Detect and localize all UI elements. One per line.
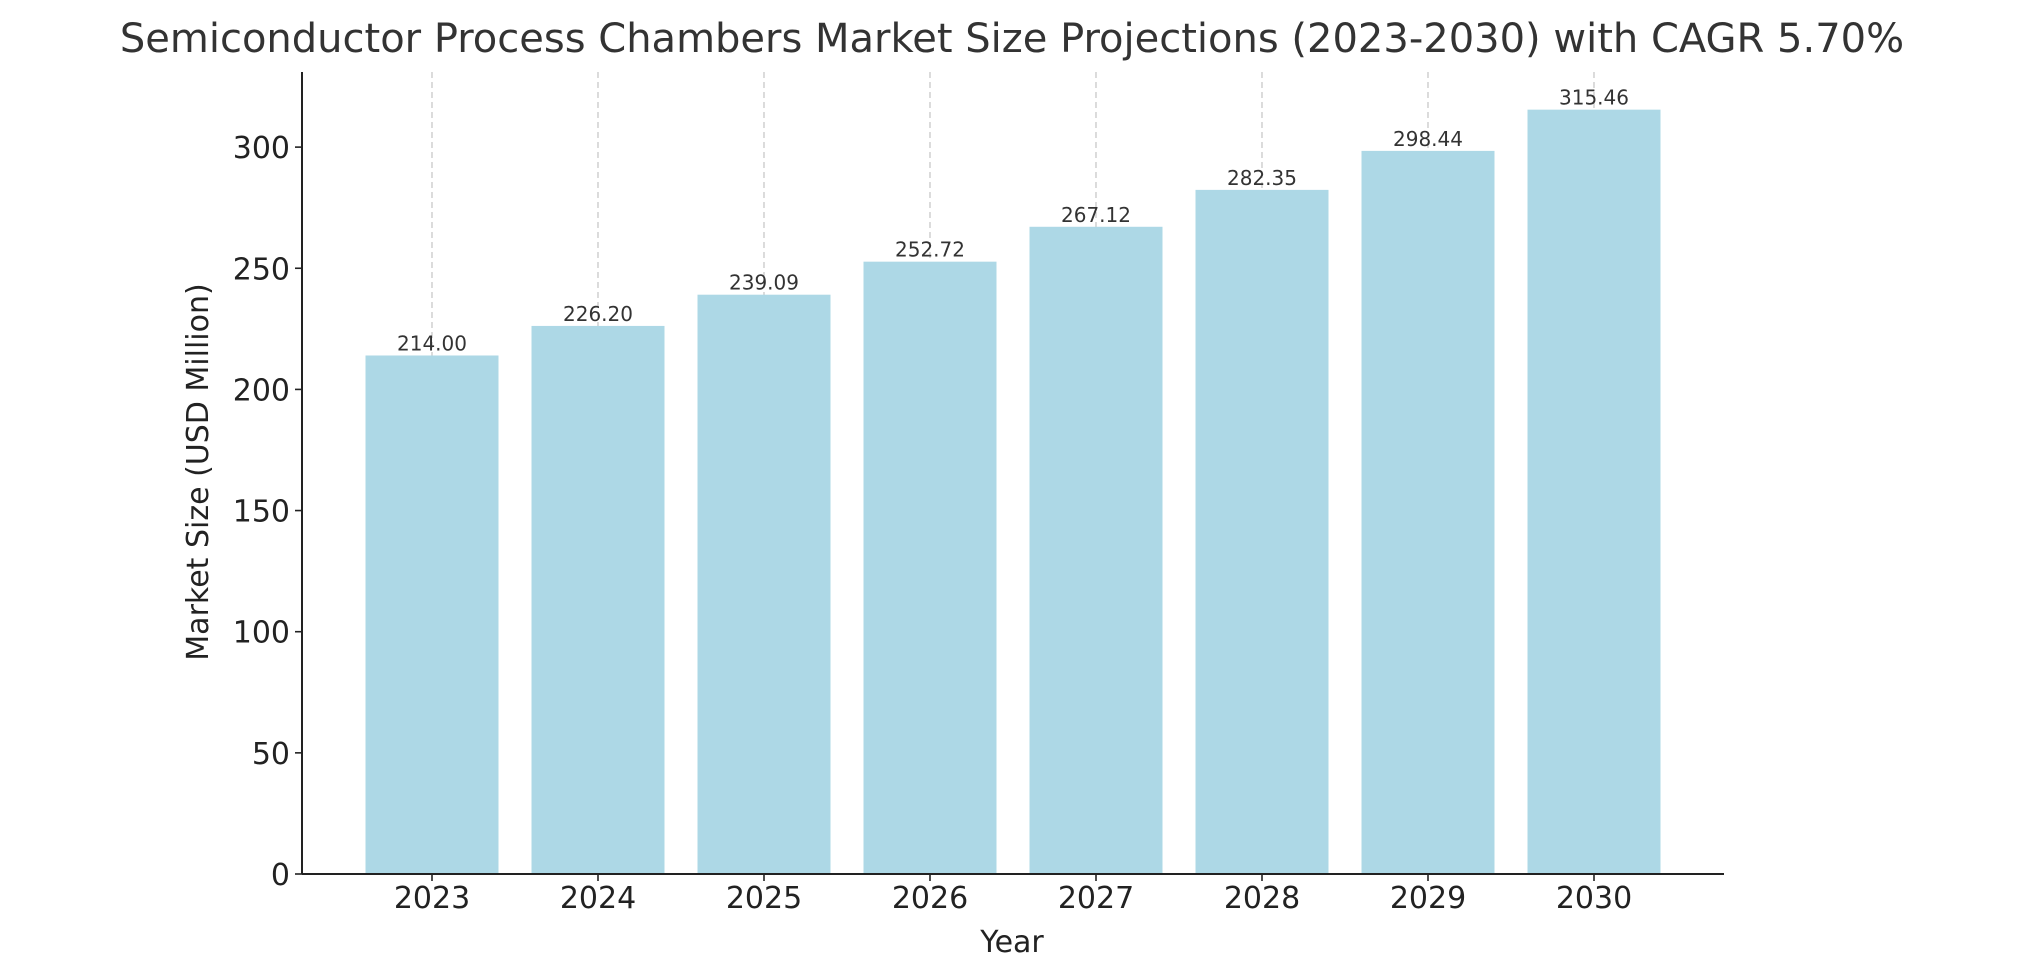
- y-tick-label-50: 50: [252, 737, 290, 772]
- bars: [365, 109, 1661, 874]
- data-label-2027: 267.12: [1061, 203, 1131, 227]
- y-tick-label-250: 250: [233, 252, 290, 287]
- data-label-2025: 239.09: [729, 271, 799, 295]
- data-label-2028: 282.35: [1227, 166, 1297, 190]
- data-label-2026: 252.72: [895, 238, 965, 262]
- bar-2026: [863, 261, 997, 874]
- data-label-2023: 214.00: [397, 331, 467, 355]
- bar-2023: [365, 355, 499, 874]
- bar-2029: [1361, 150, 1495, 874]
- bar-2024: [531, 325, 665, 874]
- x-tick-label-2029: 2029: [1390, 881, 1466, 916]
- data-label-2030: 315.46: [1559, 86, 1629, 110]
- axes: 2023 2024 2025 2026 2027 2028 2029 2030 0 50 100 15…: [233, 72, 1724, 916]
- y-axis-label: Market Size (USD Million): [181, 283, 216, 660]
- y-tick-label-100: 100: [233, 616, 290, 651]
- y-tick-label-150: 150: [233, 495, 290, 530]
- data-labels: 214.00 226.20 239.09 252.72 267.12 282.35 298.…: [397, 86, 1629, 356]
- y-tick-label-0: 0: [271, 858, 290, 893]
- data-label-2024: 226.20: [563, 302, 633, 326]
- x-axis-label: Year: [979, 925, 1044, 960]
- bar-2027: [1029, 226, 1163, 874]
- x-tick-label-2026: 2026: [892, 881, 968, 916]
- bar-2028: [1195, 189, 1329, 874]
- chart-title: Semiconductor Process Chambers Market Si…: [120, 16, 1904, 62]
- x-tick-label-2025: 2025: [726, 881, 802, 916]
- y-tick-label-200: 200: [233, 373, 290, 408]
- x-tick-label-2023: 2023: [394, 881, 470, 916]
- bar-2025: [697, 294, 831, 874]
- x-tick-label-2028: 2028: [1224, 881, 1300, 916]
- data-label-2029: 298.44: [1393, 127, 1463, 151]
- bar-2030: [1527, 109, 1661, 874]
- x-tick-label-2024: 2024: [560, 881, 636, 916]
- y-tick-label-300: 300: [233, 131, 290, 166]
- x-tick-label-2030: 2030: [1556, 881, 1632, 916]
- x-tick-label-2027: 2027: [1058, 881, 1134, 916]
